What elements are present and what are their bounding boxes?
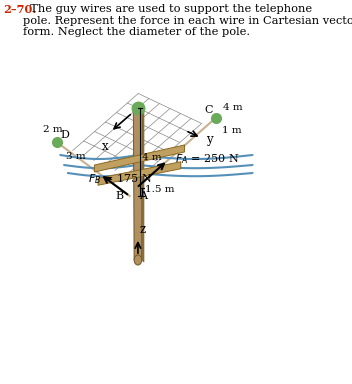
Text: $F_A$ = 250 N: $F_A$ = 250 N (175, 152, 240, 166)
Text: $F_B$ = 175 N: $F_B$ = 175 N (88, 172, 153, 186)
Text: 2 m: 2 m (43, 126, 63, 134)
Text: z: z (139, 223, 146, 236)
Polygon shape (133, 108, 143, 260)
Text: 1 m: 1 m (222, 126, 241, 135)
Text: 3 m: 3 m (65, 152, 85, 161)
Text: D: D (60, 130, 69, 140)
Text: The guy wires are used to support the telephone
pole. Represent the force in eac: The guy wires are used to support the te… (23, 4, 352, 37)
Text: A: A (139, 191, 147, 201)
Text: C: C (205, 105, 213, 115)
Polygon shape (98, 162, 181, 185)
Text: 4 m: 4 m (143, 152, 162, 162)
Circle shape (134, 255, 142, 265)
Text: 1.5 m: 1.5 m (145, 185, 174, 195)
Text: y: y (206, 133, 213, 146)
Text: 2–70.: 2–70. (3, 4, 36, 15)
Text: x: x (102, 139, 108, 152)
Polygon shape (94, 145, 184, 172)
Text: 4 m: 4 m (223, 104, 243, 113)
Text: B: B (115, 191, 124, 201)
Polygon shape (142, 108, 144, 262)
